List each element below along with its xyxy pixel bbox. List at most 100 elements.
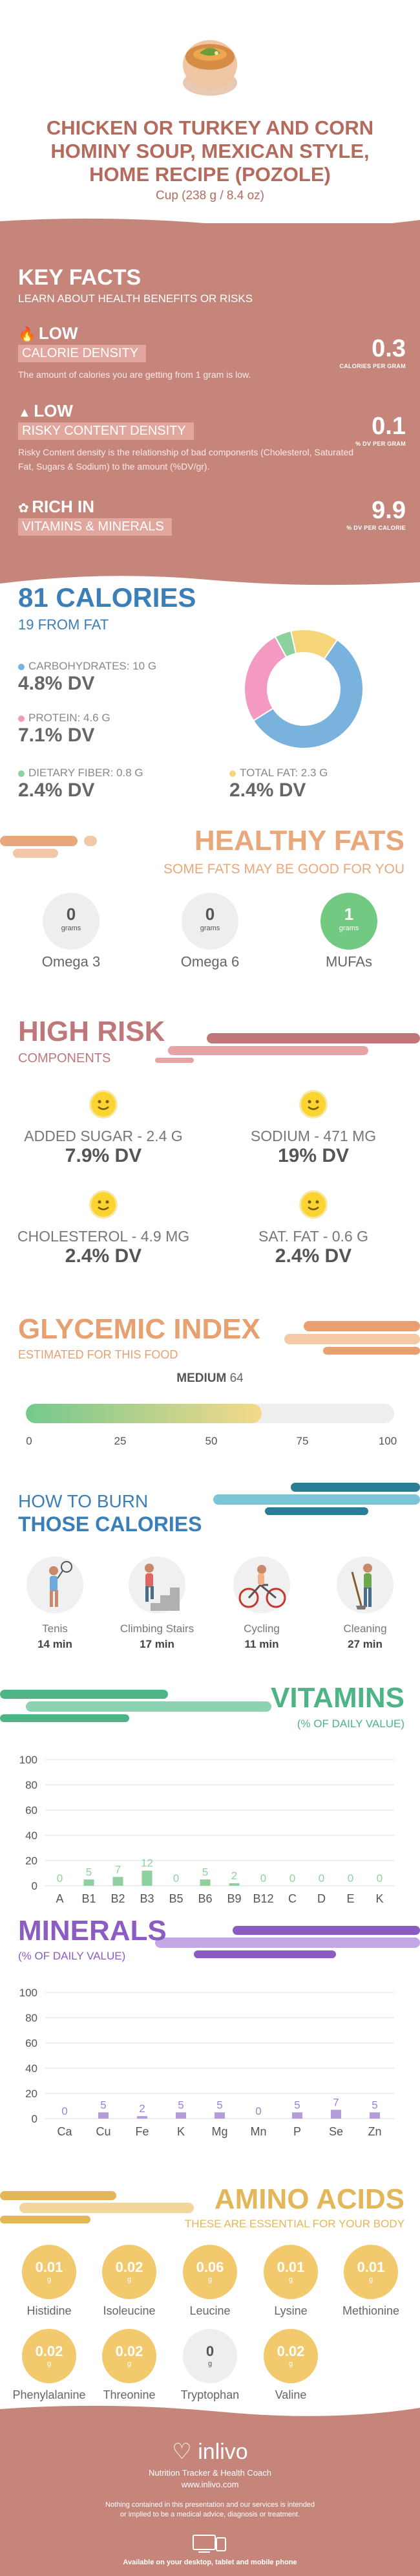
amino-unit: g	[368, 2276, 373, 2284]
x-tick-label: Se	[329, 2125, 343, 2138]
amino-value: 0.02	[35, 2343, 63, 2359]
glycemic-tick: 75	[296, 1435, 309, 1447]
amino-acids-title: AMINO ACIDS	[214, 2183, 404, 2215]
nutrient-label: TOTAL FAT: 2.3 g	[240, 767, 328, 779]
key-fact-calorie-density: 🔥 LOW CALORIE DENSITY The amount of calo…	[18, 323, 406, 382]
key-fact-unit: CALORIES PER GRAM	[339, 363, 406, 369]
protein-dot-icon	[18, 715, 25, 722]
cleaning-person-icon	[333, 1553, 397, 1617]
donut-slice	[290, 629, 339, 660]
amino-circle: 0.02 g	[102, 2245, 156, 2299]
bar-value-label: 5	[86, 1866, 92, 1878]
activity-name: Climbing Stairs	[120, 1622, 194, 1635]
risk-label: CHOLESTEROL - 4.9 mg	[17, 1228, 190, 1245]
glycemic-tick: 0	[26, 1435, 32, 1447]
bar	[331, 2110, 341, 2119]
activity-cycling: Cycling 11 min	[220, 1553, 304, 1651]
risk-sodium: SODIUM - 471 mg 19% DV	[216, 1090, 410, 1167]
glycemic-level-readout: MEDIUM 64	[0, 1371, 420, 1386]
nutrient-label: DIETARY FIBER: 0.8 g	[28, 767, 143, 779]
y-tick-label: 0	[32, 2113, 37, 2125]
amino-circle: 0.01 g	[22, 2245, 76, 2299]
x-tick-label: Fe	[135, 2125, 149, 2138]
amino-histidine: 0.01 g Histidine	[9, 2245, 89, 2318]
amino-unit: g	[207, 2276, 213, 2284]
amino-name: Tryptophan	[180, 2388, 240, 2401]
bar-value-label: 0	[173, 1872, 179, 1884]
fat-value: 1	[344, 904, 354, 924]
footer-available: Available on your desktop, tablet and mo…	[123, 2559, 297, 2566]
burn-title-line-1: HOW TO BURN	[18, 1491, 149, 1511]
minerals-subtitle: (% OF DAILY VALUE)	[18, 1950, 126, 1962]
key-fact-vitamins-minerals: ✿ RICH IN VITAMINS & MINERALS 9.9 % DV P…	[18, 497, 406, 536]
fat-dot-icon	[229, 770, 236, 777]
amino-value: 0.06	[196, 2259, 224, 2275]
soup-bowl-icon	[171, 38, 249, 102]
bar	[292, 2112, 302, 2119]
y-tick-label: 100	[19, 1754, 37, 1766]
bar-value-label: 7	[115, 1863, 121, 1875]
risk-dv: 2.4% DV	[65, 1245, 142, 1267]
vitamins-stripes	[0, 1690, 271, 1722]
risk-dv: 7.9% DV	[65, 1145, 142, 1166]
high-risk-stripes	[155, 1033, 420, 1063]
risk-dv: 2.4% DV	[275, 1245, 352, 1267]
calories-title: 81 CALORIES	[18, 582, 196, 613]
nutrient-carbohydrates: CARBOHYDRATES: 10 g 4.8% DV	[18, 660, 156, 695]
flame-icon: 🔥	[18, 326, 36, 342]
amino-unit: g	[288, 2360, 293, 2368]
amino-leucine: 0.06 g Leucine	[170, 2245, 250, 2318]
key-fact-value: 0.3	[372, 335, 406, 362]
nutrient-dv: 2.4% DV	[229, 780, 306, 801]
x-tick-label: P	[293, 2125, 301, 2138]
amino-threonine: 0.02 g Threonine	[89, 2329, 169, 2402]
nutrient-fiber: DIETARY FIBER: 0.8 g 2.4% DV	[18, 767, 143, 802]
key-facts-subtitle: LEARN ABOUT HEALTH BENEFITS OR RISKS	[18, 292, 253, 305]
bar-value-label: 12	[141, 1857, 153, 1870]
bar	[98, 2112, 109, 2119]
x-tick-label: A	[56, 1892, 63, 1905]
fat-circle: 0 grams	[43, 893, 100, 950]
vitamins-subtitle: (% OF DAILY VALUE)	[297, 1718, 404, 1730]
x-tick-label: B6	[198, 1892, 212, 1905]
carbohydrates-dot-icon	[18, 663, 25, 670]
footer-brand[interactable]: ♡ inlivo	[0, 2439, 420, 2465]
amino-circle: 0.06 g	[183, 2245, 237, 2299]
activity-tennis: Tenis 14 min	[13, 1553, 97, 1651]
heart-logo-icon: ♡	[172, 2440, 192, 2464]
amino-name: Methionine	[342, 2304, 400, 2317]
bar-value-label: 0	[348, 1872, 353, 1884]
donut-slice	[252, 639, 364, 749]
high-risk-title: HIGH RISK	[18, 1016, 165, 1047]
smiley-icon	[89, 1090, 118, 1119]
bar-value-label: 5	[178, 2099, 184, 2111]
glycemic-subtitle: ESTIMATED FOR THIS FOOD	[18, 1348, 178, 1361]
bar-value-label: 0	[289, 1872, 295, 1884]
y-tick-label: 60	[25, 2037, 37, 2049]
key-fact-name: RISKY CONTENT DENSITY	[18, 422, 194, 440]
bar	[370, 2112, 380, 2119]
x-tick-label: Mn	[250, 2125, 266, 2138]
activity-name: Cycling	[244, 1622, 280, 1635]
page-title: Chicken or Turkey and Corn Hominy Soup, …	[46, 116, 374, 186]
key-fact-name: CALORIE DENSITY	[18, 345, 147, 362]
fat-unit: grams	[200, 924, 220, 932]
bar	[229, 1883, 240, 1886]
x-tick-label: B12	[253, 1892, 273, 1905]
amino-circle: 0.01 g	[264, 2245, 318, 2299]
y-tick-label: 40	[25, 2062, 37, 2075]
y-tick-label: 20	[25, 2088, 37, 2100]
calories-from-fat: 19 FROM FAT	[18, 617, 109, 633]
stairs-climber-icon	[125, 1553, 189, 1617]
high-risk-subtitle: COMPONENTS	[18, 1051, 111, 1065]
key-fact-name: VITAMINS & MINERALS	[18, 518, 172, 536]
bar	[112, 1877, 123, 1886]
amino-value: 0.02	[115, 2343, 143, 2359]
bar-value-label: 5	[372, 2099, 377, 2111]
footer-url[interactable]: www.inlivo.com	[181, 2480, 239, 2489]
bar-value-label: 5	[100, 2099, 106, 2111]
amino-circle: 0.02 g	[22, 2329, 76, 2383]
bar	[215, 2112, 225, 2119]
